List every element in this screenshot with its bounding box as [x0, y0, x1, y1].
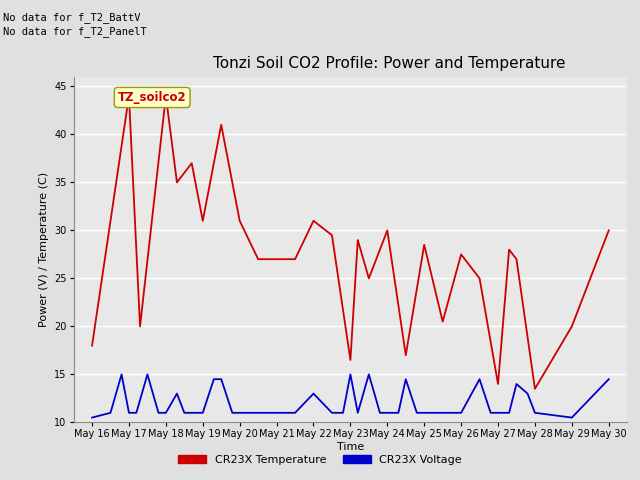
Title: Tonzi Soil CO2 Profile: Power and Temperature: Tonzi Soil CO2 Profile: Power and Temper…	[213, 57, 565, 72]
Text: No data for f_T2_BattV: No data for f_T2_BattV	[3, 12, 141, 23]
Text: TZ_soilco2: TZ_soilco2	[118, 91, 186, 104]
X-axis label: Time: Time	[337, 442, 364, 452]
Legend: CR23X Temperature, CR23X Voltage: CR23X Temperature, CR23X Voltage	[173, 451, 467, 469]
Text: No data for f_T2_PanelT: No data for f_T2_PanelT	[3, 26, 147, 37]
Y-axis label: Power (V) / Temperature (C): Power (V) / Temperature (C)	[38, 172, 49, 327]
